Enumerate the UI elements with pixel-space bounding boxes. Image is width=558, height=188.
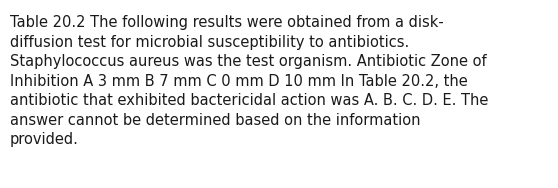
Text: Table 20.2 The following results were obtained from a disk-
diffusion test for m: Table 20.2 The following results were ob… [10, 15, 488, 147]
